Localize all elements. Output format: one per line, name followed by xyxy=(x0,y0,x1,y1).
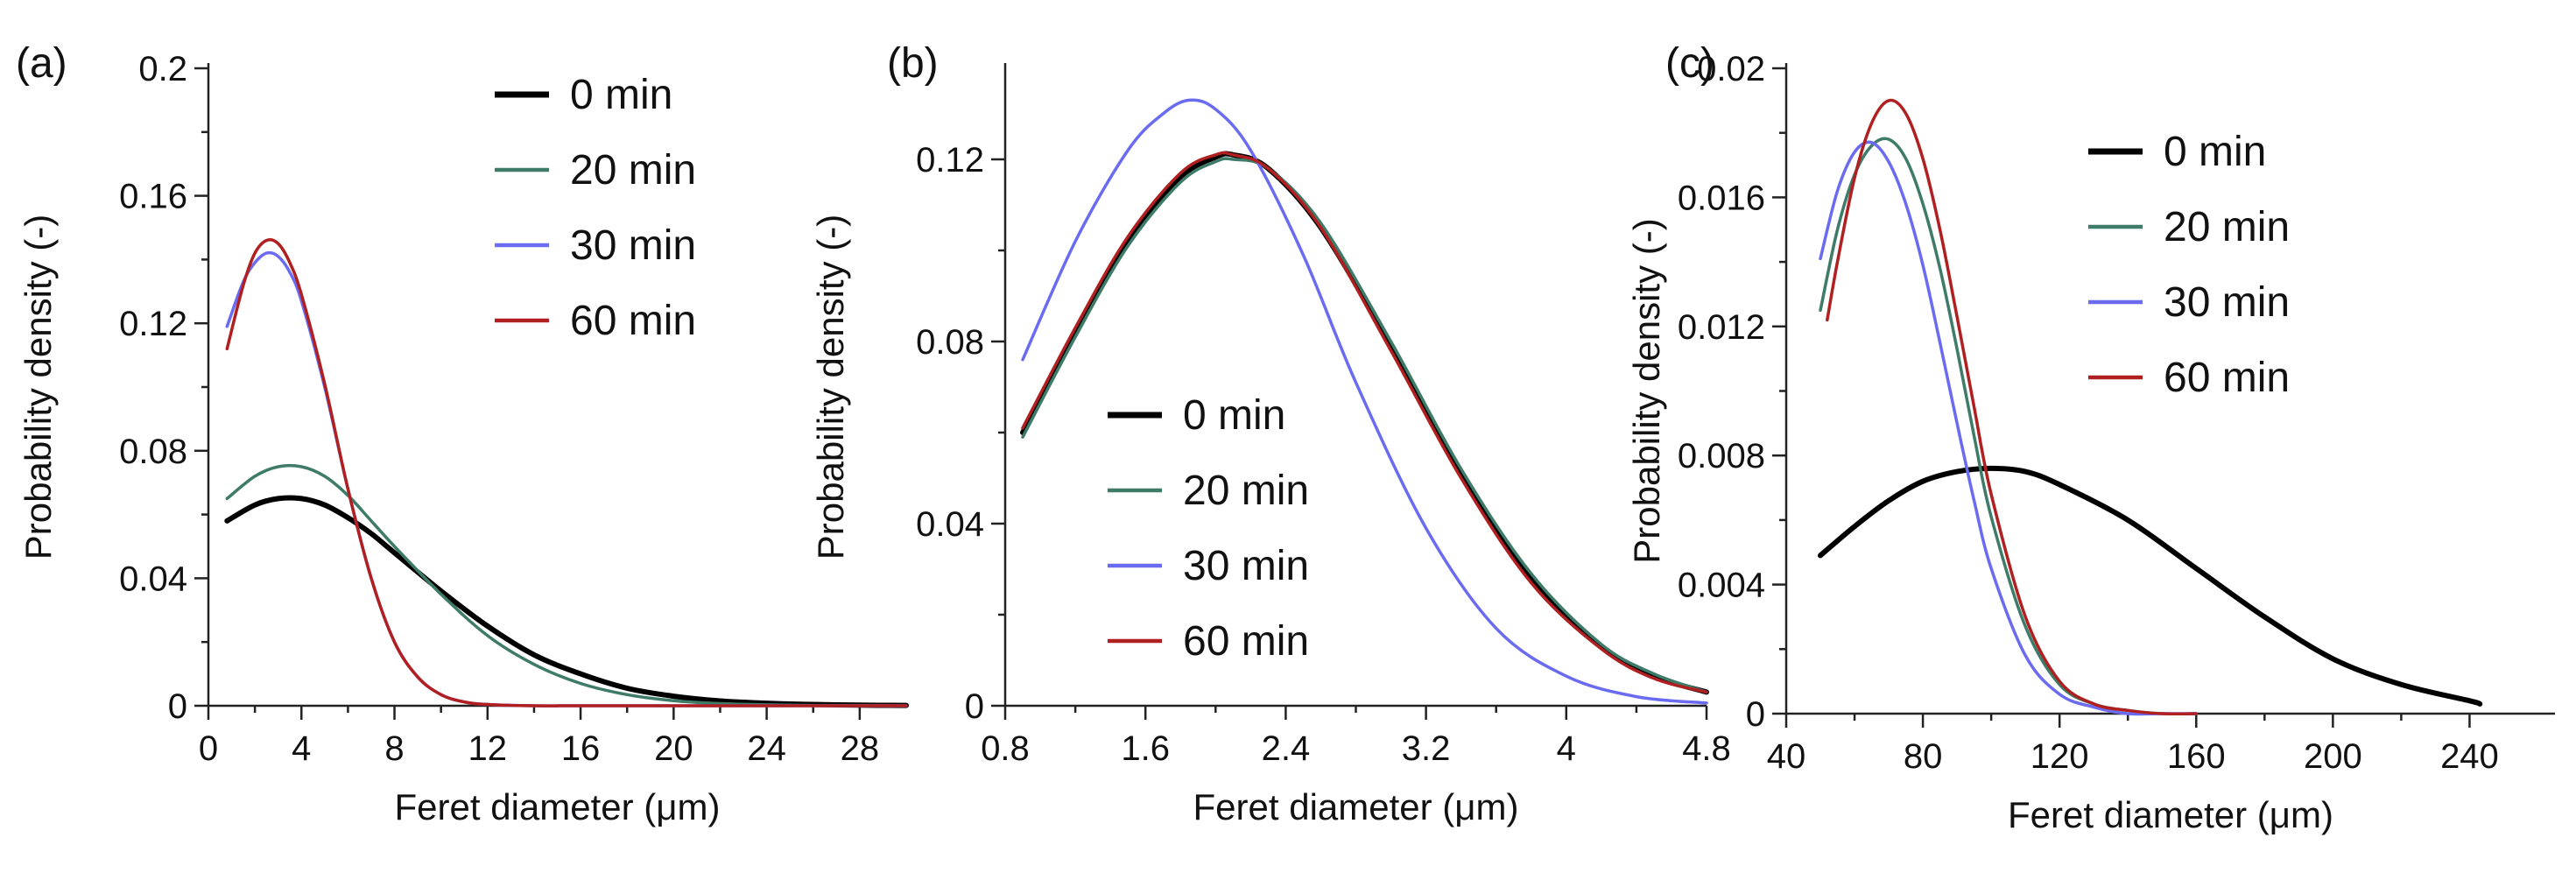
y-tick-label: 0 xyxy=(965,687,984,726)
y-tick-label: 0.04 xyxy=(119,560,187,598)
y-axis-label: Probability density (-) xyxy=(1626,218,1667,563)
legend-label: 30 min xyxy=(1183,543,1309,589)
panel-c: 0 0.004 0.008 0.012 0.016 0.02 40 80 120 160 200 24… xyxy=(1626,40,2555,835)
y-tick-label: 0.08 xyxy=(916,323,984,362)
x-tick-label: 0 xyxy=(199,729,218,768)
legend-label: 30 min xyxy=(570,222,696,269)
series-line-0-min xyxy=(1818,465,2483,707)
legend-label: 30 min xyxy=(2164,279,2290,326)
y-tick-label: 0 xyxy=(168,687,187,726)
x-axis-label: Feret diameter (μm) xyxy=(395,786,721,827)
series-line-20-min xyxy=(1021,157,1708,694)
y-axis-label: Probability density (-) xyxy=(810,215,851,560)
x-tick-label: 8 xyxy=(384,729,404,768)
y-tick-label: 0.12 xyxy=(916,141,984,180)
x-tick-label: 2.4 xyxy=(1262,729,1311,768)
legend-label: 20 min xyxy=(1183,468,1309,514)
legend-label: 60 min xyxy=(570,298,696,344)
panel-label: (c) xyxy=(1665,40,1714,87)
x-tick-label: 28 xyxy=(841,729,880,768)
x-tick-label: 200 xyxy=(2304,737,2362,776)
y-tick-label: 0 xyxy=(1746,695,1765,734)
y-tick-label: 0.08 xyxy=(119,433,187,471)
legend-label: 0 min xyxy=(2164,129,2266,175)
series-line-0-min xyxy=(224,495,909,708)
panel-label: (a) xyxy=(16,40,67,87)
x-tick-label: 40 xyxy=(1767,737,1806,776)
legend-label: 60 min xyxy=(1183,618,1309,665)
legend-label: 20 min xyxy=(2164,204,2290,250)
series-line-30-min xyxy=(1021,98,1708,705)
x-tick-label: 16 xyxy=(561,729,601,768)
y-axis-label: Probability density (-) xyxy=(18,215,59,560)
x-tick-label: 4 xyxy=(292,729,311,768)
x-tick-label: 240 xyxy=(2440,737,2499,776)
series-line-60-min xyxy=(1021,151,1708,694)
x-tick-label: 160 xyxy=(2167,737,2226,776)
x-axis-label: Feret diameter (μm) xyxy=(2008,794,2333,835)
legend-label: 0 min xyxy=(1183,392,1285,439)
x-tick-label: 20 xyxy=(654,729,693,768)
series-line-30-min xyxy=(1819,140,2199,716)
y-tick-label: 0.16 xyxy=(119,178,187,216)
x-tick-label: 0.8 xyxy=(981,729,1030,768)
legend-label: 0 min xyxy=(570,72,672,118)
x-axis-label: Feret diameter (μm) xyxy=(1193,786,1519,827)
y-tick-label: 0.004 xyxy=(1678,567,1765,605)
series-line-60-min xyxy=(1826,98,2199,716)
legend-label: 60 min xyxy=(2164,355,2290,401)
panel-a: 0 0.04 0.08 0.12 0.16 0.2 0 4 8 12 16 20 24 28 Feret d… xyxy=(16,40,909,827)
x-tick-label: 12 xyxy=(468,729,508,768)
x-tick-label: 120 xyxy=(2031,737,2089,776)
panel-label: (b) xyxy=(887,40,939,87)
y-tick-label: 0.02 xyxy=(1697,50,1765,88)
legend-label: 20 min xyxy=(570,147,696,194)
y-tick-label: 0.04 xyxy=(916,505,984,544)
x-tick-label: 4.8 xyxy=(1682,729,1731,768)
x-tick-label: 4 xyxy=(1557,729,1576,768)
y-tick-label: 0.008 xyxy=(1678,437,1765,475)
x-tick-label: 24 xyxy=(747,729,786,768)
series-line-60-min xyxy=(225,238,908,708)
x-tick-label: 3.2 xyxy=(1402,729,1451,768)
x-tick-label: 80 xyxy=(1904,737,1943,776)
y-tick-label: 0.2 xyxy=(138,50,187,88)
y-tick-label: 0.12 xyxy=(119,305,187,343)
panel-b: 0 0.04 0.08 0.12 0.8 1.6 2.4 3.2 4 4.8 Feret diame… xyxy=(810,40,1731,827)
y-tick-label: 0.012 xyxy=(1678,308,1765,347)
x-tick-label: 1.6 xyxy=(1121,729,1170,768)
y-tick-label: 0.016 xyxy=(1678,179,1765,217)
